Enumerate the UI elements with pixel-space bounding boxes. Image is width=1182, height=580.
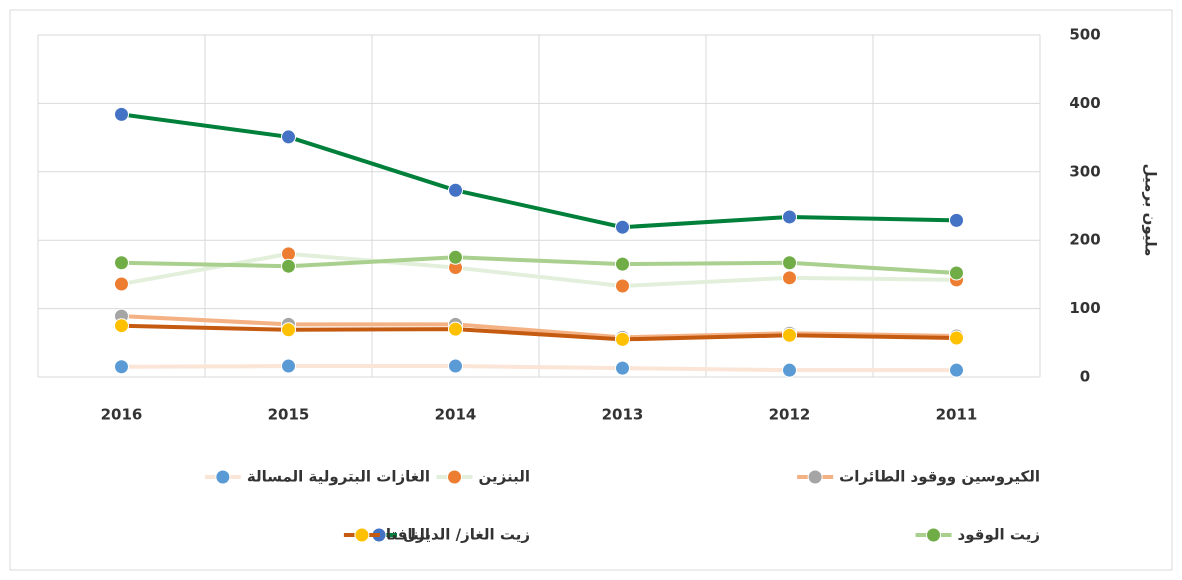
series-line: [121, 364, 957, 373]
data-point: [615, 331, 630, 347]
x-tick-label: 2016: [101, 406, 143, 424]
data-point: [615, 219, 630, 235]
data-point: [782, 362, 797, 378]
legend-label: الكيروسين ووقود الطائرات: [839, 468, 1040, 486]
legend-label: زيت الغاز/ الديزل: [403, 526, 530, 544]
data-point: [782, 209, 797, 225]
data-point: [448, 182, 463, 198]
legend-marker: [354, 527, 370, 543]
data-point: [949, 212, 964, 228]
legend-label: البنزين: [479, 468, 530, 486]
legend-marker: [807, 469, 823, 485]
y-axis-label: مليون برميل: [1142, 164, 1160, 257]
series-line: [121, 112, 957, 230]
data-point: [448, 249, 463, 265]
data-point: [281, 258, 296, 274]
data-point: [615, 360, 630, 376]
data-point: [281, 358, 296, 374]
x-tick-label: 2013: [602, 406, 644, 424]
data-point: [114, 318, 129, 334]
data-point: [281, 322, 296, 338]
legend-label: الغازات البترولية المسالة: [247, 468, 430, 486]
y-tick-label: 200: [1069, 231, 1100, 249]
data-point: [114, 276, 129, 292]
x-tick-label: 2012: [769, 406, 811, 424]
legend-marker: [926, 527, 942, 543]
data-point: [114, 106, 129, 122]
y-tick-label: 0: [1080, 368, 1090, 386]
legend-marker: [447, 469, 463, 485]
data-point: [949, 265, 964, 281]
data-point: [448, 358, 463, 374]
y-tick-label: 500: [1069, 26, 1100, 44]
x-tick-label: 2014: [435, 406, 477, 424]
data-point: [949, 330, 964, 346]
y-tick-label: 100: [1069, 299, 1100, 317]
series-line: [121, 251, 957, 289]
y-tick-label: 300: [1069, 162, 1100, 180]
legend-label: النافتا: [386, 526, 430, 544]
data-point: [782, 255, 797, 271]
y-tick-label: 400: [1069, 94, 1100, 112]
series-line: [121, 323, 957, 342]
series-line: [121, 314, 957, 340]
data-point: [949, 362, 964, 378]
data-point: [782, 327, 797, 343]
x-tick-label: 2015: [268, 406, 310, 424]
legend-marker: [215, 469, 231, 485]
data-point: [615, 278, 630, 294]
data-point: [615, 256, 630, 272]
data-point: [448, 321, 463, 337]
legend-label: زيت الوقود: [958, 526, 1040, 544]
data-point: [782, 270, 797, 286]
data-point: [114, 359, 129, 375]
data-point: [281, 129, 296, 145]
chart-border: [9, 9, 1173, 571]
series-line: [121, 255, 957, 276]
x-tick-label: 2011: [936, 406, 978, 424]
data-point: [114, 255, 129, 271]
